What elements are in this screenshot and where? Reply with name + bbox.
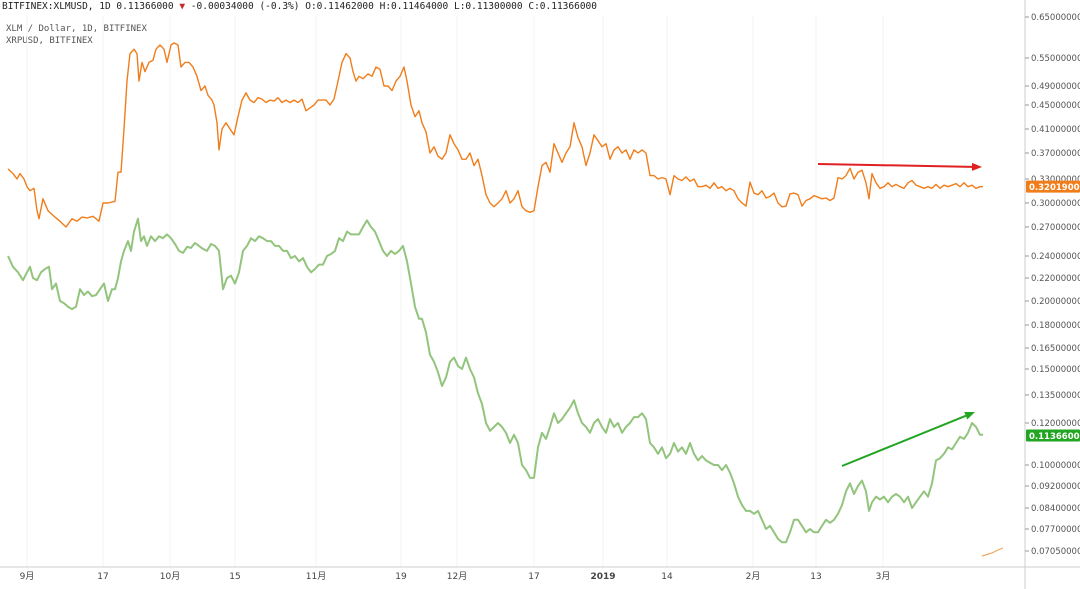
x-tick-label: 17 (97, 572, 108, 582)
y-tick-label: 0.12000000 (1031, 419, 1080, 429)
high-value: H:0.11464000 (379, 1, 449, 12)
x-tick-label: 14 (661, 572, 673, 582)
series-line-xrp[interactable] (7, 42, 983, 228)
close-value: C:0.11366000 (528, 1, 597, 12)
legend-xrp[interactable]: XRPUSD, BITFINEX (6, 36, 93, 46)
last-price-label: 0.32019000 (1029, 183, 1080, 193)
low-value: L:0.11300000 (453, 1, 523, 12)
y-tick-label: 0.22000000 (1031, 274, 1080, 284)
y-tick-label: 0.15000000 (1031, 365, 1080, 375)
horizontal-trend-arrow[interactable] (817, 162, 982, 171)
x-tick-label: 17 (528, 572, 539, 582)
last-price: 0.11366000 (116, 1, 174, 12)
y-tick-label: 0.08400000 (1031, 504, 1080, 514)
x-tick-label: 12月 (447, 571, 467, 582)
y-tick-label: 0.13500000 (1031, 391, 1080, 401)
y-tick-label: 0.65000000 (1031, 13, 1080, 23)
x-tick-label: 11月 (306, 571, 326, 582)
x-tick-label: 10月 (160, 571, 180, 582)
x-tick-label: 3月 (876, 571, 891, 582)
y-tick-label: 0.45000000 (1031, 101, 1080, 111)
change-value: -0.00034000 (-0.3%) (190, 1, 300, 12)
symbol-label: BITFINEX:XLMUSD, 1D (2, 1, 111, 12)
y-tick-label: 0.18000000 (1031, 321, 1080, 331)
y-tick-label: 0.30000000 (1031, 199, 1080, 209)
y-tick-label: 0.07050000 (1031, 547, 1080, 557)
y-tick-label: 0.20000000 (1031, 297, 1080, 307)
y-tick-label: 0.24000000 (1031, 252, 1080, 262)
y-tick-label: 0.41000000 (1031, 125, 1080, 135)
y-tick-label: 0.10000000 (1031, 461, 1080, 471)
down-triangle-icon: ▼ (179, 1, 186, 12)
last-price-label: 0.11366000 (1029, 432, 1080, 442)
x-tick-label: 15 (229, 572, 240, 582)
x-tick-label: 2月 (746, 571, 761, 582)
watermark-logo (981, 547, 1004, 557)
y-tick-label: 0.09200000 (1031, 482, 1080, 492)
y-tick-label: 0.27000000 (1031, 223, 1080, 233)
y-tick-label: 0.55000000 (1031, 54, 1080, 64)
x-tick-label: 9月 (20, 571, 35, 582)
x-tick-label: 19 (395, 572, 407, 582)
last-price-badge (1026, 180, 1080, 193)
x-tick-label: 13 (810, 572, 821, 582)
y-tick-label: 0.49000000 (1031, 82, 1080, 92)
open-value: O:0.11462000 (305, 1, 374, 12)
y-tick-label: 0.33000000 (1031, 175, 1080, 185)
y-tick-label: 0.37000000 (1031, 149, 1080, 159)
y-tick-label: 0.16500000 (1031, 344, 1080, 354)
up-trend-arrow[interactable] (841, 412, 975, 467)
y-tick-label: 0.07700000 (1031, 525, 1080, 535)
x-tick-label: 2019 (590, 572, 615, 582)
series-line-xlm[interactable] (7, 217, 983, 544)
ohlc-header: BITFINEX:XLMUSD, 1D 0.11366000 ▼ -0.0003… (2, 1, 597, 12)
last-price-badge (1026, 429, 1080, 442)
legend-xlm[interactable]: XLM / Dollar, 1D, BITFINEX (6, 24, 147, 34)
